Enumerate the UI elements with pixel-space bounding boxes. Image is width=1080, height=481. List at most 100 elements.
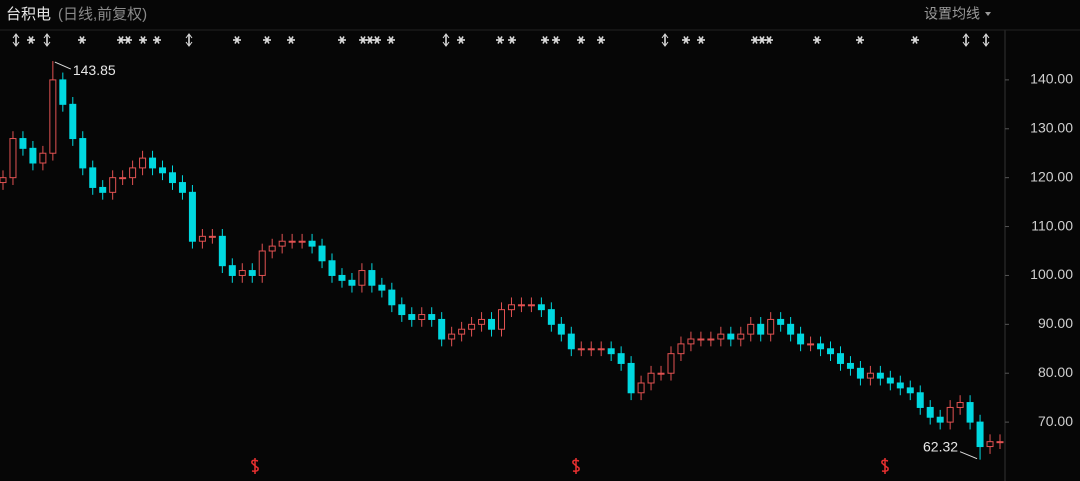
candle-body <box>757 323 765 335</box>
event-icon <box>759 36 765 44</box>
event-icon <box>962 33 970 47</box>
candle-body <box>119 177 127 180</box>
candle-body <box>159 167 167 174</box>
candle-body <box>916 392 924 408</box>
event-icon <box>698 36 704 44</box>
event-icon <box>766 36 772 44</box>
candle-body <box>707 338 715 341</box>
candle-body <box>238 270 246 276</box>
candle-body <box>697 338 705 341</box>
candle-body <box>178 182 186 193</box>
event-icon <box>497 36 503 44</box>
candle-body <box>268 245 276 252</box>
candle-body <box>836 353 844 364</box>
annotation: 143.85 <box>73 62 116 78</box>
dividend-icon <box>881 458 889 474</box>
candle-body <box>69 103 77 140</box>
event-icon <box>28 36 34 44</box>
candle-body <box>388 289 396 306</box>
candle-body <box>9 138 17 179</box>
chart-subtitle: (日线,前复权) <box>58 5 147 23</box>
candle-body <box>258 250 266 276</box>
candle-body <box>807 343 815 346</box>
event-icon <box>234 36 240 44</box>
settings-button[interactable]: 设置均线 <box>924 6 980 22</box>
candle-body <box>866 372 874 379</box>
candle-body <box>557 323 565 335</box>
candle-body <box>547 309 555 325</box>
candle-body <box>468 323 476 330</box>
dropdown-icon[interactable] <box>985 12 991 16</box>
candle-body <box>876 372 884 379</box>
candle-body <box>637 382 645 394</box>
event-icon <box>661 33 669 47</box>
candle-body <box>617 353 625 364</box>
candle-body <box>428 314 436 320</box>
event-icon <box>185 33 193 47</box>
event-icon <box>79 36 85 44</box>
candle-body <box>378 284 386 291</box>
candle-body <box>458 328 466 335</box>
candle-body <box>139 157 147 169</box>
candle-body <box>846 362 854 369</box>
candle-body <box>567 333 575 350</box>
candle-body <box>149 157 157 169</box>
candle-body <box>747 323 755 335</box>
candle-body <box>926 406 934 418</box>
event-icon <box>12 33 20 47</box>
event-icon <box>442 33 450 47</box>
candle-body <box>607 348 615 355</box>
candle-body <box>478 318 486 325</box>
candle-body <box>398 304 406 316</box>
event-icon <box>118 36 124 44</box>
event-icon <box>374 36 380 44</box>
candle-body <box>408 314 416 320</box>
candle-body <box>488 318 496 330</box>
event-icon <box>598 36 604 44</box>
event-icon <box>43 33 51 47</box>
candle-body <box>288 240 296 243</box>
candle-body <box>577 348 585 351</box>
candle-body <box>328 260 336 276</box>
annotation-arrow <box>54 61 72 70</box>
event-icon <box>553 36 559 44</box>
candle-body <box>368 270 376 286</box>
candle-body <box>507 304 515 311</box>
candle-body <box>647 372 655 384</box>
candle-body <box>817 343 825 350</box>
event-icon <box>542 36 548 44</box>
annotation: 62.32 <box>923 438 958 454</box>
y-tick-label: 80.00 <box>1038 364 1073 380</box>
candle-body <box>767 318 775 335</box>
candle-body <box>49 79 57 154</box>
candle-body <box>338 274 346 281</box>
candle-body <box>727 333 735 340</box>
y-tick-label: 70.00 <box>1038 413 1073 429</box>
candle-body <box>527 304 535 307</box>
candle-body <box>986 441 994 448</box>
event-icon <box>154 36 160 44</box>
candle-body <box>218 235 226 267</box>
candle-body <box>627 362 635 394</box>
candle-body <box>737 333 745 340</box>
y-tick-label: 130.00 <box>1030 119 1073 135</box>
candle-body <box>348 279 356 286</box>
candle-body <box>278 240 286 247</box>
candle-body <box>198 235 206 242</box>
candle-body <box>886 377 894 384</box>
candle-body <box>109 177 117 193</box>
candle-body <box>657 372 665 375</box>
event-icon <box>752 36 758 44</box>
candle-body <box>777 318 785 325</box>
y-tick-label: 100.00 <box>1030 266 1073 282</box>
event-icon <box>982 33 990 47</box>
candle-body <box>89 167 97 188</box>
candle-body <box>358 270 366 286</box>
candle-body <box>59 79 67 105</box>
candle-body <box>308 240 316 247</box>
candle-body <box>208 235 216 238</box>
candle-body <box>677 343 685 355</box>
candle-body <box>438 318 446 340</box>
candle-body <box>687 338 695 345</box>
